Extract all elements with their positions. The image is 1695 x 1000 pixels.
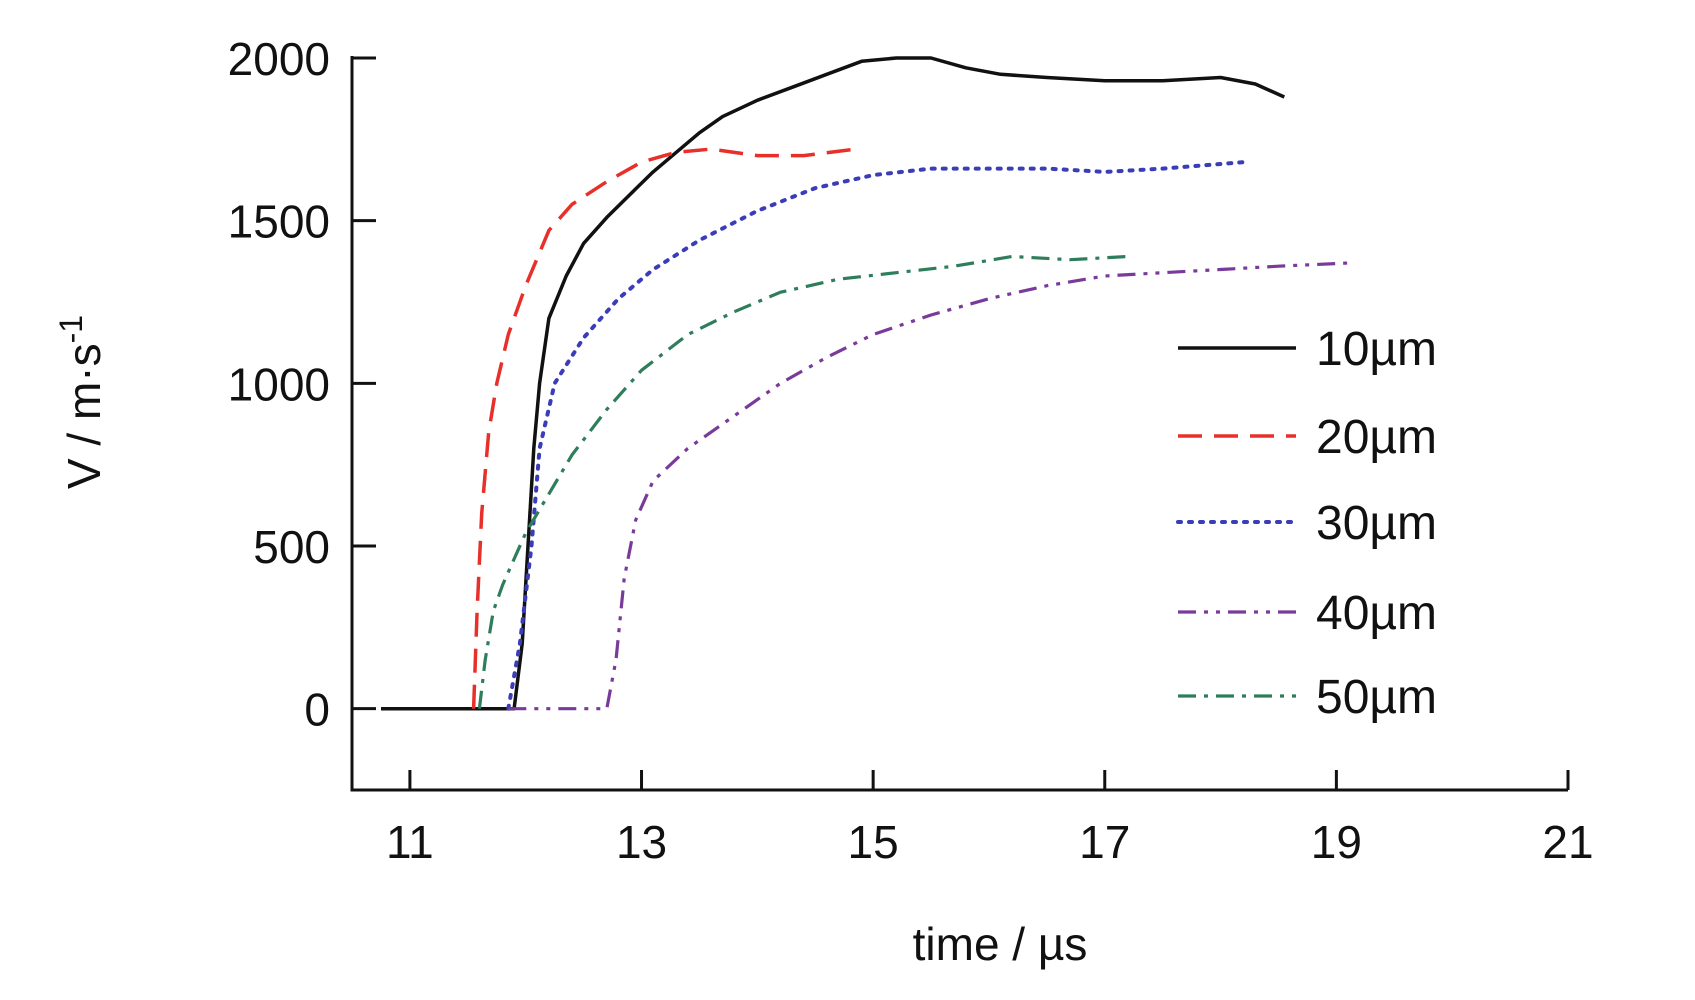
series-line-30m [506,160,1246,711]
x-tick-label-19: 19 [1311,816,1362,868]
legend-label-40m: 40µm [1316,587,1437,640]
y-tick-label-0: 0 [304,684,330,736]
y-axis-label: V / m·s-1 [53,315,110,489]
y-ticks: 0 500 1000 1500 2000 [228,33,376,736]
y-axis-label-superscript: -1 [53,315,89,343]
series-line-20m [471,147,857,709]
y-tick-label-2000: 2000 [228,33,330,85]
series-layer [381,56,1349,711]
x-ticks: 11 13 15 17 19 21 [386,770,1594,868]
x-tick-label-21: 21 [1542,816,1593,868]
y-tick-label-500: 500 [253,521,330,573]
y-tick-label-1500: 1500 [228,196,330,248]
series-line-10m [381,56,1286,711]
x-tick-label-13: 13 [616,816,667,868]
axes [350,56,1568,792]
y-axis-label-main: V / m·s [58,343,110,489]
legend-label-30m: 30µm [1316,497,1437,550]
series-line-40m [508,261,1349,711]
legend: 10µm 20µm 30µm 40µm 50µm [1176,323,1437,724]
x-axis-label: time / µs [913,918,1088,970]
x-tick-label-15: 15 [848,816,899,868]
legend-label-10m: 10µm [1316,323,1437,376]
legend-label-20m: 20µm [1316,411,1437,464]
legend-label-50m: 50µm [1316,671,1437,724]
x-tick-label-17: 17 [1079,816,1130,868]
series-line-50m [477,254,1128,709]
y-tick-label-1000: 1000 [228,358,330,410]
x-tick-label-11: 11 [386,816,434,868]
